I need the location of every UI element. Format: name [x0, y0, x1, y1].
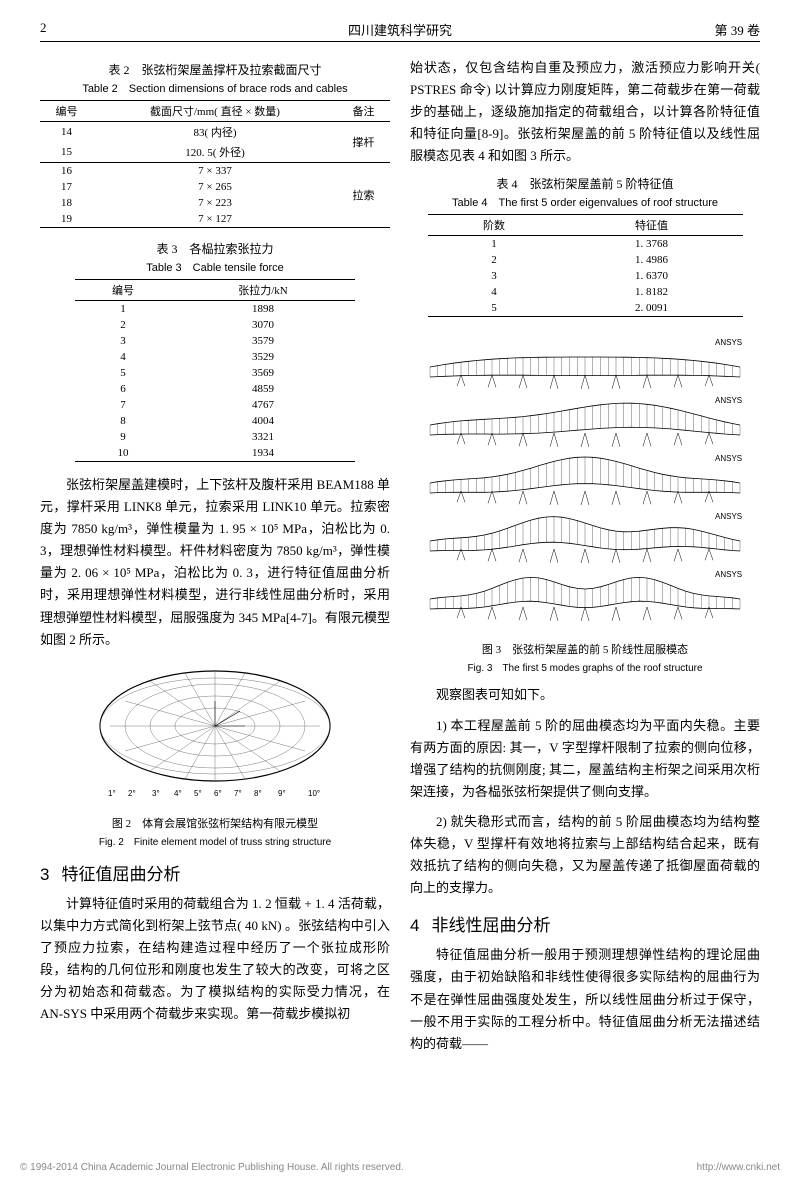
table4: 阶数 特征值 11. 376821. 498631. 637041. 81825… — [428, 214, 743, 317]
para-right-3: 1) 本工程屋盖前 5 阶的屈曲模态均为平面内失稳。主要有两方面的原因: 其一，… — [410, 715, 760, 803]
table2: 编号 截面尺寸/mm( 直径 × 数量) 备注 1483( 内径)撑杆 1512… — [40, 100, 390, 228]
fig2-svg: 1° 2° 3° 4° 5° 6° 7° 8° 9° 10° — [90, 661, 340, 801]
table3: 编号 张拉力/kN 118982307033579435295356964859… — [75, 279, 355, 462]
svg-text:ANSYS: ANSYS — [715, 396, 742, 405]
para-right-4: 2) 就失稳形式而言，结构的前 5 阶屈曲模态均为结构整体失稳，V 型撑杆有效地… — [410, 811, 760, 899]
table3-caption-en: Table 3 Cable tensile force — [40, 259, 390, 275]
table3-caption-cn: 表 3 各榀拉索张拉力 — [40, 240, 390, 257]
figure2: 1° 2° 3° 4° 5° 6° 7° 8° 9° 10° — [40, 661, 390, 805]
section3-heading: 3特征值屈曲分析 — [40, 860, 390, 885]
figure3: ANSYS ANSYS ANSYS ANSYS ANSYS — [410, 327, 760, 631]
svg-text:1°: 1° — [108, 789, 116, 798]
table2-caption-cn: 表 2 张弦桁架屋盖撑杆及拉索截面尺寸 — [40, 61, 390, 78]
fig2-caption-en: Fig. 2 Finite element model of truss str… — [40, 833, 390, 848]
fig2-caption-cn: 图 2 体育会展馆张弦桁架结构有限元模型 — [40, 815, 390, 831]
page-header: 2 四川建筑科学研究 第 39 卷 — [40, 20, 760, 42]
table4-caption-en: Table 4 The first 5 order eigenvalues of… — [410, 194, 760, 210]
page-number: 2 — [40, 20, 100, 39]
section4-heading: 4非线性屈曲分析 — [410, 911, 760, 936]
svg-text:ANSYS: ANSYS — [715, 338, 742, 347]
svg-text:ANSYS: ANSYS — [715, 570, 742, 579]
two-column-layout: 表 2 张弦桁架屋盖撑杆及拉索截面尺寸 Table 2 Section dime… — [40, 57, 760, 1063]
para-right-2: 观察图表可知如下。 — [410, 684, 760, 706]
table4-caption-cn: 表 4 张弦桁架屋盖前 5 阶特征值 — [410, 175, 760, 192]
right-column: 始状态，仅包含结构自重及预应力，激活预应力影响开关( PSTRES 命令) 以计… — [410, 57, 760, 1063]
fig3-caption-en: Fig. 3 The first 5 modes graphs of the r… — [410, 659, 760, 674]
copyright: © 1994-2014 China Academic Journal Elect… — [20, 1162, 404, 1173]
fig3-svg: ANSYS ANSYS ANSYS ANSYS ANSYS — [420, 327, 750, 627]
journal-title: 四川建筑科学研究 — [100, 20, 700, 39]
svg-text:6°: 6° — [214, 789, 222, 798]
svg-text:10°: 10° — [308, 789, 320, 798]
section3-para: 计算特征值时采用的荷载组合为 1. 2 恒载 + 1. 4 活荷载，以集中力方式… — [40, 893, 390, 1026]
th: 截面尺寸/mm( 直径 × 数量) — [93, 101, 337, 122]
svg-text:7°: 7° — [234, 789, 242, 798]
svg-text:2°: 2° — [128, 789, 136, 798]
footer-url: http://www.cnki.net — [697, 1162, 780, 1173]
section4-para: 特征值屈曲分析一般用于预测理想弹性结构的理论屈曲强度，由于初始缺陷和非线性使得很… — [410, 944, 760, 1054]
svg-text:5°: 5° — [194, 789, 202, 798]
svg-text:ANSYS: ANSYS — [715, 512, 742, 521]
svg-text:4°: 4° — [174, 789, 182, 798]
page-footer: © 1994-2014 China Academic Journal Elect… — [20, 1162, 780, 1173]
fig3-caption-cn: 图 3 张弦桁架屋盖的前 5 阶线性屈服模态 — [410, 641, 760, 657]
volume: 第 39 卷 — [700, 20, 760, 39]
table2-caption-en: Table 2 Section dimensions of brace rods… — [40, 80, 390, 96]
svg-text:ANSYS: ANSYS — [715, 454, 742, 463]
para-right-1: 始状态，仅包含结构自重及预应力，激活预应力影响开关( PSTRES 命令) 以计… — [410, 57, 760, 167]
th: 编号 — [40, 101, 93, 122]
left-column: 表 2 张弦桁架屋盖撑杆及拉索截面尺寸 Table 2 Section dime… — [40, 57, 390, 1063]
th: 备注 — [337, 101, 390, 122]
svg-text:9°: 9° — [278, 789, 286, 798]
svg-text:8°: 8° — [254, 789, 262, 798]
para-left-1: 张弦桁架屋盖建模时，上下弦杆及腹杆采用 BEAM188 单元，撑杆采用 LINK… — [40, 474, 390, 651]
svg-text:3°: 3° — [152, 789, 160, 798]
